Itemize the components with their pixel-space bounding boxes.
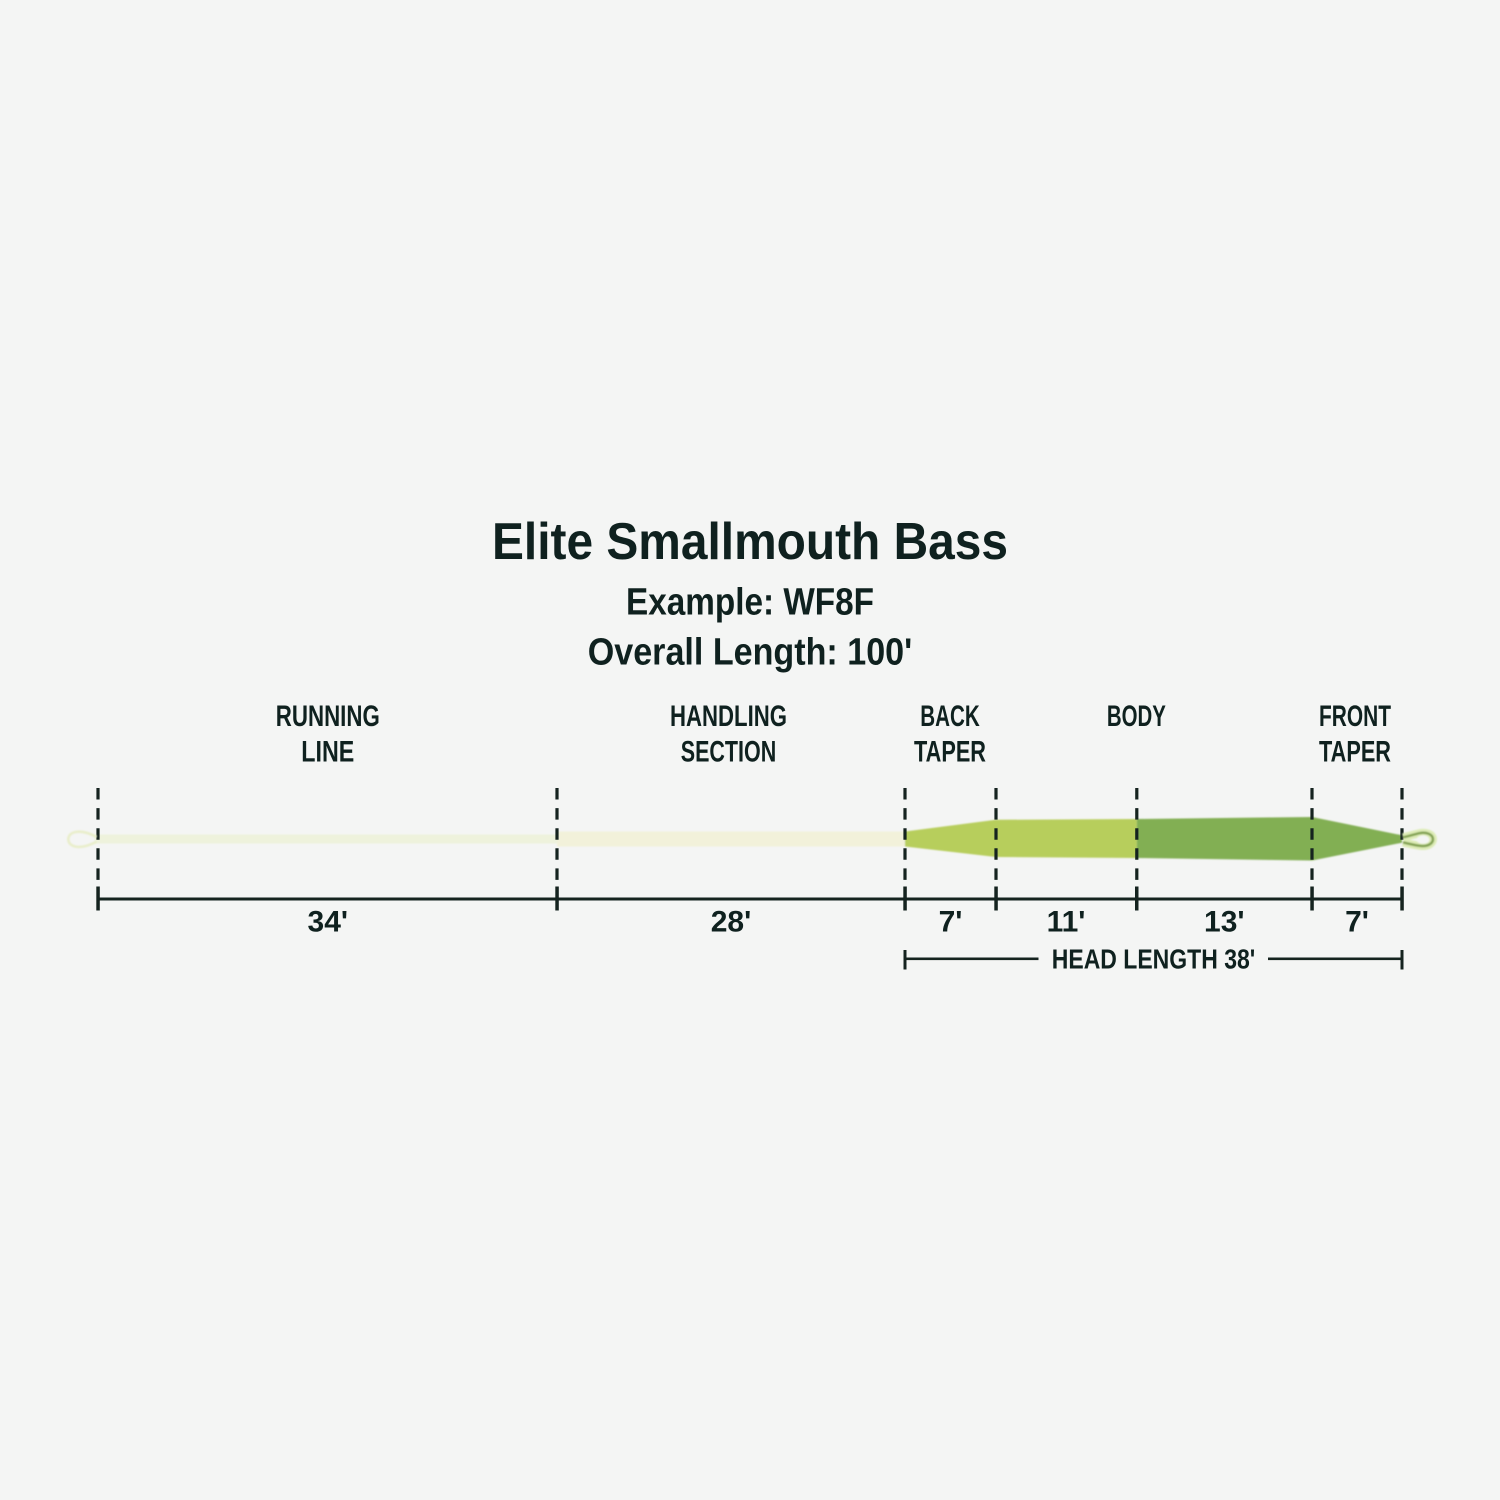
svg-text:HANDLING: HANDLING [670, 700, 787, 733]
svg-text:28': 28' [711, 906, 752, 939]
svg-text:7': 7' [939, 906, 963, 939]
svg-text:11': 11' [1047, 906, 1086, 939]
svg-text:FRONT: FRONT [1319, 700, 1391, 733]
svg-text:Overall Length: 100': Overall Length: 100' [588, 632, 913, 674]
svg-text:TAPER: TAPER [1319, 736, 1391, 769]
svg-text:Example: WF8F: Example: WF8F [626, 581, 874, 623]
svg-text:HEAD LENGTH 38': HEAD LENGTH 38' [1052, 943, 1256, 974]
svg-text:34': 34' [308, 906, 349, 939]
svg-text:BACK: BACK [920, 700, 980, 733]
svg-text:Elite Smallmouth Bass: Elite Smallmouth Bass [492, 513, 1008, 571]
svg-text:TAPER: TAPER [914, 736, 986, 769]
svg-text:7': 7' [1345, 906, 1369, 939]
svg-text:SECTION: SECTION [681, 736, 777, 769]
svg-text:LINE: LINE [301, 736, 354, 769]
svg-text:13': 13' [1204, 906, 1245, 939]
svg-text:RUNNING: RUNNING [276, 700, 380, 733]
svg-text:BODY: BODY [1107, 700, 1166, 733]
